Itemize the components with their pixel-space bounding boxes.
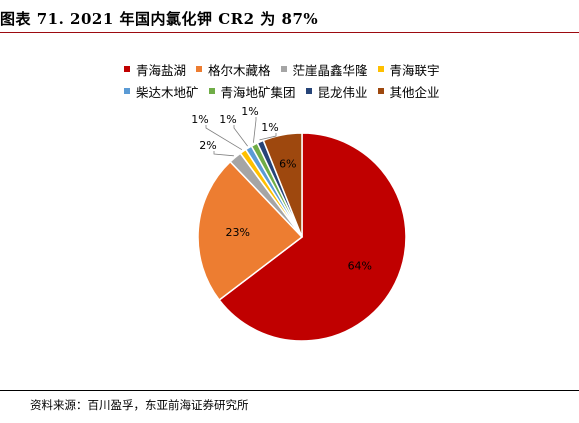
pie-slice-label: 1% bbox=[191, 113, 208, 126]
legend-label: 青海地矿集团 bbox=[220, 84, 296, 100]
legend-item-golmud-zangge: 格尔木藏格 bbox=[196, 60, 271, 79]
legend-item-mangya-jingxin: 茫崖晶鑫华隆 bbox=[280, 60, 368, 79]
pie-leader-line bbox=[233, 125, 248, 147]
pie-slice bbox=[218, 132, 407, 342]
legend-label: 昆龙伟业 bbox=[317, 84, 368, 100]
legend-item-qinghai-dikuang-group: 青海地矿集团 bbox=[208, 82, 296, 101]
legend-item-qinghai-lianyu: 青海联宇 bbox=[377, 60, 440, 79]
legend-swatch bbox=[124, 88, 130, 94]
pie-leader-line bbox=[213, 151, 234, 157]
pie-slice-label: 64% bbox=[348, 260, 372, 273]
legend-swatch bbox=[280, 66, 287, 72]
pie-slice-label: 6% bbox=[279, 158, 296, 171]
legend-swatch bbox=[208, 88, 215, 94]
pie-labels: 64%23%2%1% 1%1%1%6% bbox=[191, 105, 372, 273]
title-divider bbox=[0, 32, 579, 33]
pie-leader-line bbox=[253, 117, 257, 143]
pie-slice-label: 23% bbox=[225, 226, 249, 239]
legend-item-kunlong-weiye: 昆龙伟业 bbox=[305, 82, 368, 101]
pie-slice-label: 1% bbox=[219, 113, 236, 126]
legend-row-2: 柴达木地矿 青海地矿集团 昆龙伟业 其他企业 bbox=[124, 80, 484, 102]
pie-leader-line bbox=[205, 125, 243, 151]
legend-swatch bbox=[196, 66, 203, 72]
legend-label: 茫崖晶鑫华隆 bbox=[292, 62, 368, 78]
pie-slice-label: 1% bbox=[241, 105, 258, 118]
legend-swatch bbox=[377, 66, 384, 72]
pie-slice-label: 2% bbox=[199, 139, 216, 152]
legend-row-1: 青海盐湖 格尔木藏格 茫崖晶鑫华隆 青海联宇 bbox=[124, 58, 484, 80]
legend-item-qaidam-dikuang: 柴达木地矿 bbox=[124, 82, 199, 101]
legend-item-others: 其他企业 bbox=[377, 82, 440, 101]
source-note: 资料来源：百川盈孚，东亚前海证券研究所 bbox=[30, 398, 249, 412]
legend-label: 青海联宇 bbox=[389, 62, 440, 78]
legend-swatch bbox=[377, 88, 384, 94]
pie-leaders bbox=[205, 117, 277, 157]
pie-slice bbox=[262, 132, 303, 238]
pie-leader-line bbox=[259, 133, 277, 141]
legend-swatch bbox=[305, 88, 312, 94]
legend-label: 柴达木地矿 bbox=[136, 84, 199, 100]
chart-title: 图表 71. 2021 年国内氯化钾 CR2 为 87% bbox=[0, 10, 319, 28]
pie-slices bbox=[197, 132, 407, 342]
legend-label: 青海盐湖 bbox=[136, 62, 187, 78]
pie-slice-label: 1% bbox=[261, 121, 278, 134]
pie-slice bbox=[197, 160, 304, 302]
legend-item-qinghai-salt-lake: 青海盐湖 bbox=[124, 60, 186, 79]
footer-divider bbox=[0, 390, 579, 391]
legend-label: 格尔木藏格 bbox=[208, 62, 271, 78]
legend-swatch bbox=[124, 66, 130, 72]
chart-legend: 青海盐湖 格尔木藏格 茫崖晶鑫华隆 青海联宇 柴达木地矿 青海地矿集团 昆龙伟业 bbox=[124, 58, 484, 102]
legend-label: 其他企业 bbox=[389, 84, 440, 100]
